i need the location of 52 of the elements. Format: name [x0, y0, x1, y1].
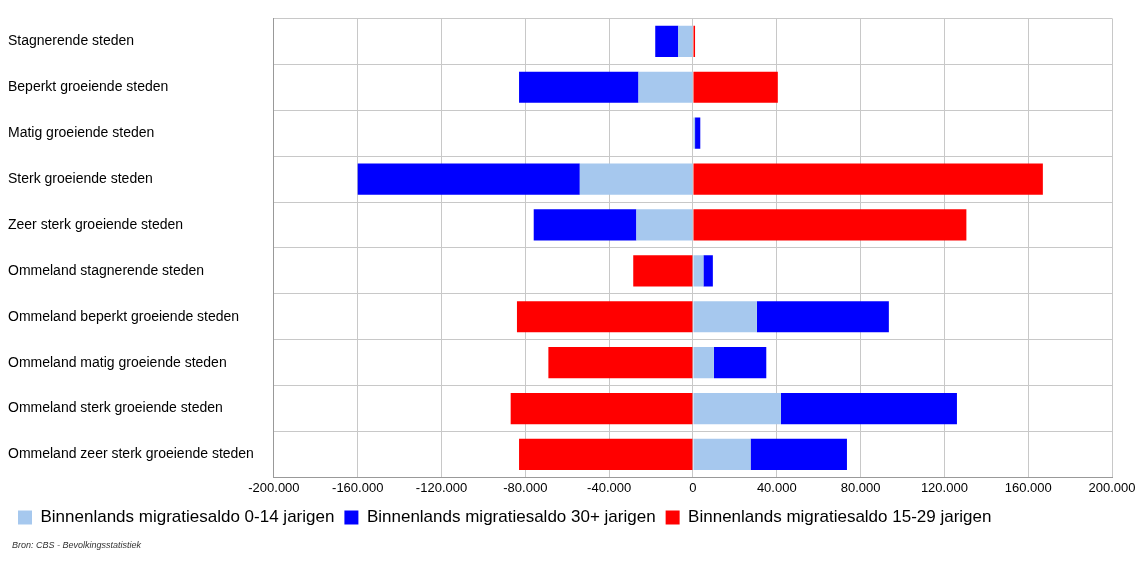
x-tick-label: 120.000: [920, 479, 968, 495]
bar: [693, 209, 967, 241]
y-tick-label: Ommeland stagnerende steden: [8, 261, 205, 278]
bar: [756, 301, 889, 333]
bar: [678, 25, 693, 57]
bar: [703, 255, 713, 287]
x-tick-label: -40.000: [587, 479, 632, 495]
bar: [638, 71, 693, 103]
bar: [357, 163, 580, 195]
legend-label: Binnenlands migratiesaldo 0-14 jarigen: [40, 507, 335, 527]
x-tick-label: -120.000: [415, 479, 468, 495]
x-tick-label: 80.000: [840, 479, 881, 495]
bar: [693, 163, 1043, 195]
bar: [548, 347, 693, 379]
bar: [713, 347, 767, 379]
text: Bron: CBS - Bevolkingsstatistiek: [12, 540, 142, 550]
bar: [519, 71, 639, 103]
y-tick-label: Sterk groeiende steden: [8, 169, 153, 186]
bar: [533, 209, 637, 241]
bar: [579, 163, 693, 195]
bar: [516, 301, 693, 333]
y-tick-label: Matig groeiende steden: [8, 124, 155, 141]
bar: [750, 438, 847, 471]
x-tick-label: 40.000: [756, 479, 797, 495]
x-tick-label: -200.000: [248, 479, 300, 495]
bar: [693, 347, 714, 379]
bar: [693, 71, 778, 103]
y-tick-label: Zeer sterk groeiende steden: [8, 215, 184, 232]
bar: [693, 255, 704, 287]
y-tick-label: Ommeland beperkt groeiende steden: [8, 307, 240, 324]
x-tick-label: 0: [689, 479, 697, 495]
bar: [510, 392, 693, 425]
x-tick-label: 200.000: [1088, 479, 1136, 495]
y-tick-label: Beperkt groeiende steden: [8, 78, 169, 95]
y-tick-label: Stagnerende steden: [8, 32, 135, 49]
bar: [693, 438, 751, 471]
x-tick-label: 160.000: [1004, 479, 1052, 495]
bar: [519, 438, 693, 471]
x-tick-label: -160.000: [332, 479, 384, 495]
legend-label: Binnenlands migratiesaldo 15-29 jarigen: [688, 507, 992, 527]
bar: [695, 117, 701, 149]
bar: [636, 209, 693, 241]
bar: [633, 255, 693, 287]
bar: [655, 25, 679, 57]
y-tick-label: Ommeland sterk groeiende steden: [8, 399, 223, 416]
bar: [693, 392, 781, 425]
bar: [693, 301, 757, 333]
bar: [780, 392, 957, 425]
x-tick-label: -80.000: [503, 479, 548, 495]
y-tick-label: Ommeland matig groeiende steden: [8, 353, 227, 370]
y-tick-label: Ommeland zeer sterk groeiende steden: [8, 445, 254, 462]
legend-label: Binnenlands migratiesaldo 30+ jarigen: [366, 507, 656, 527]
